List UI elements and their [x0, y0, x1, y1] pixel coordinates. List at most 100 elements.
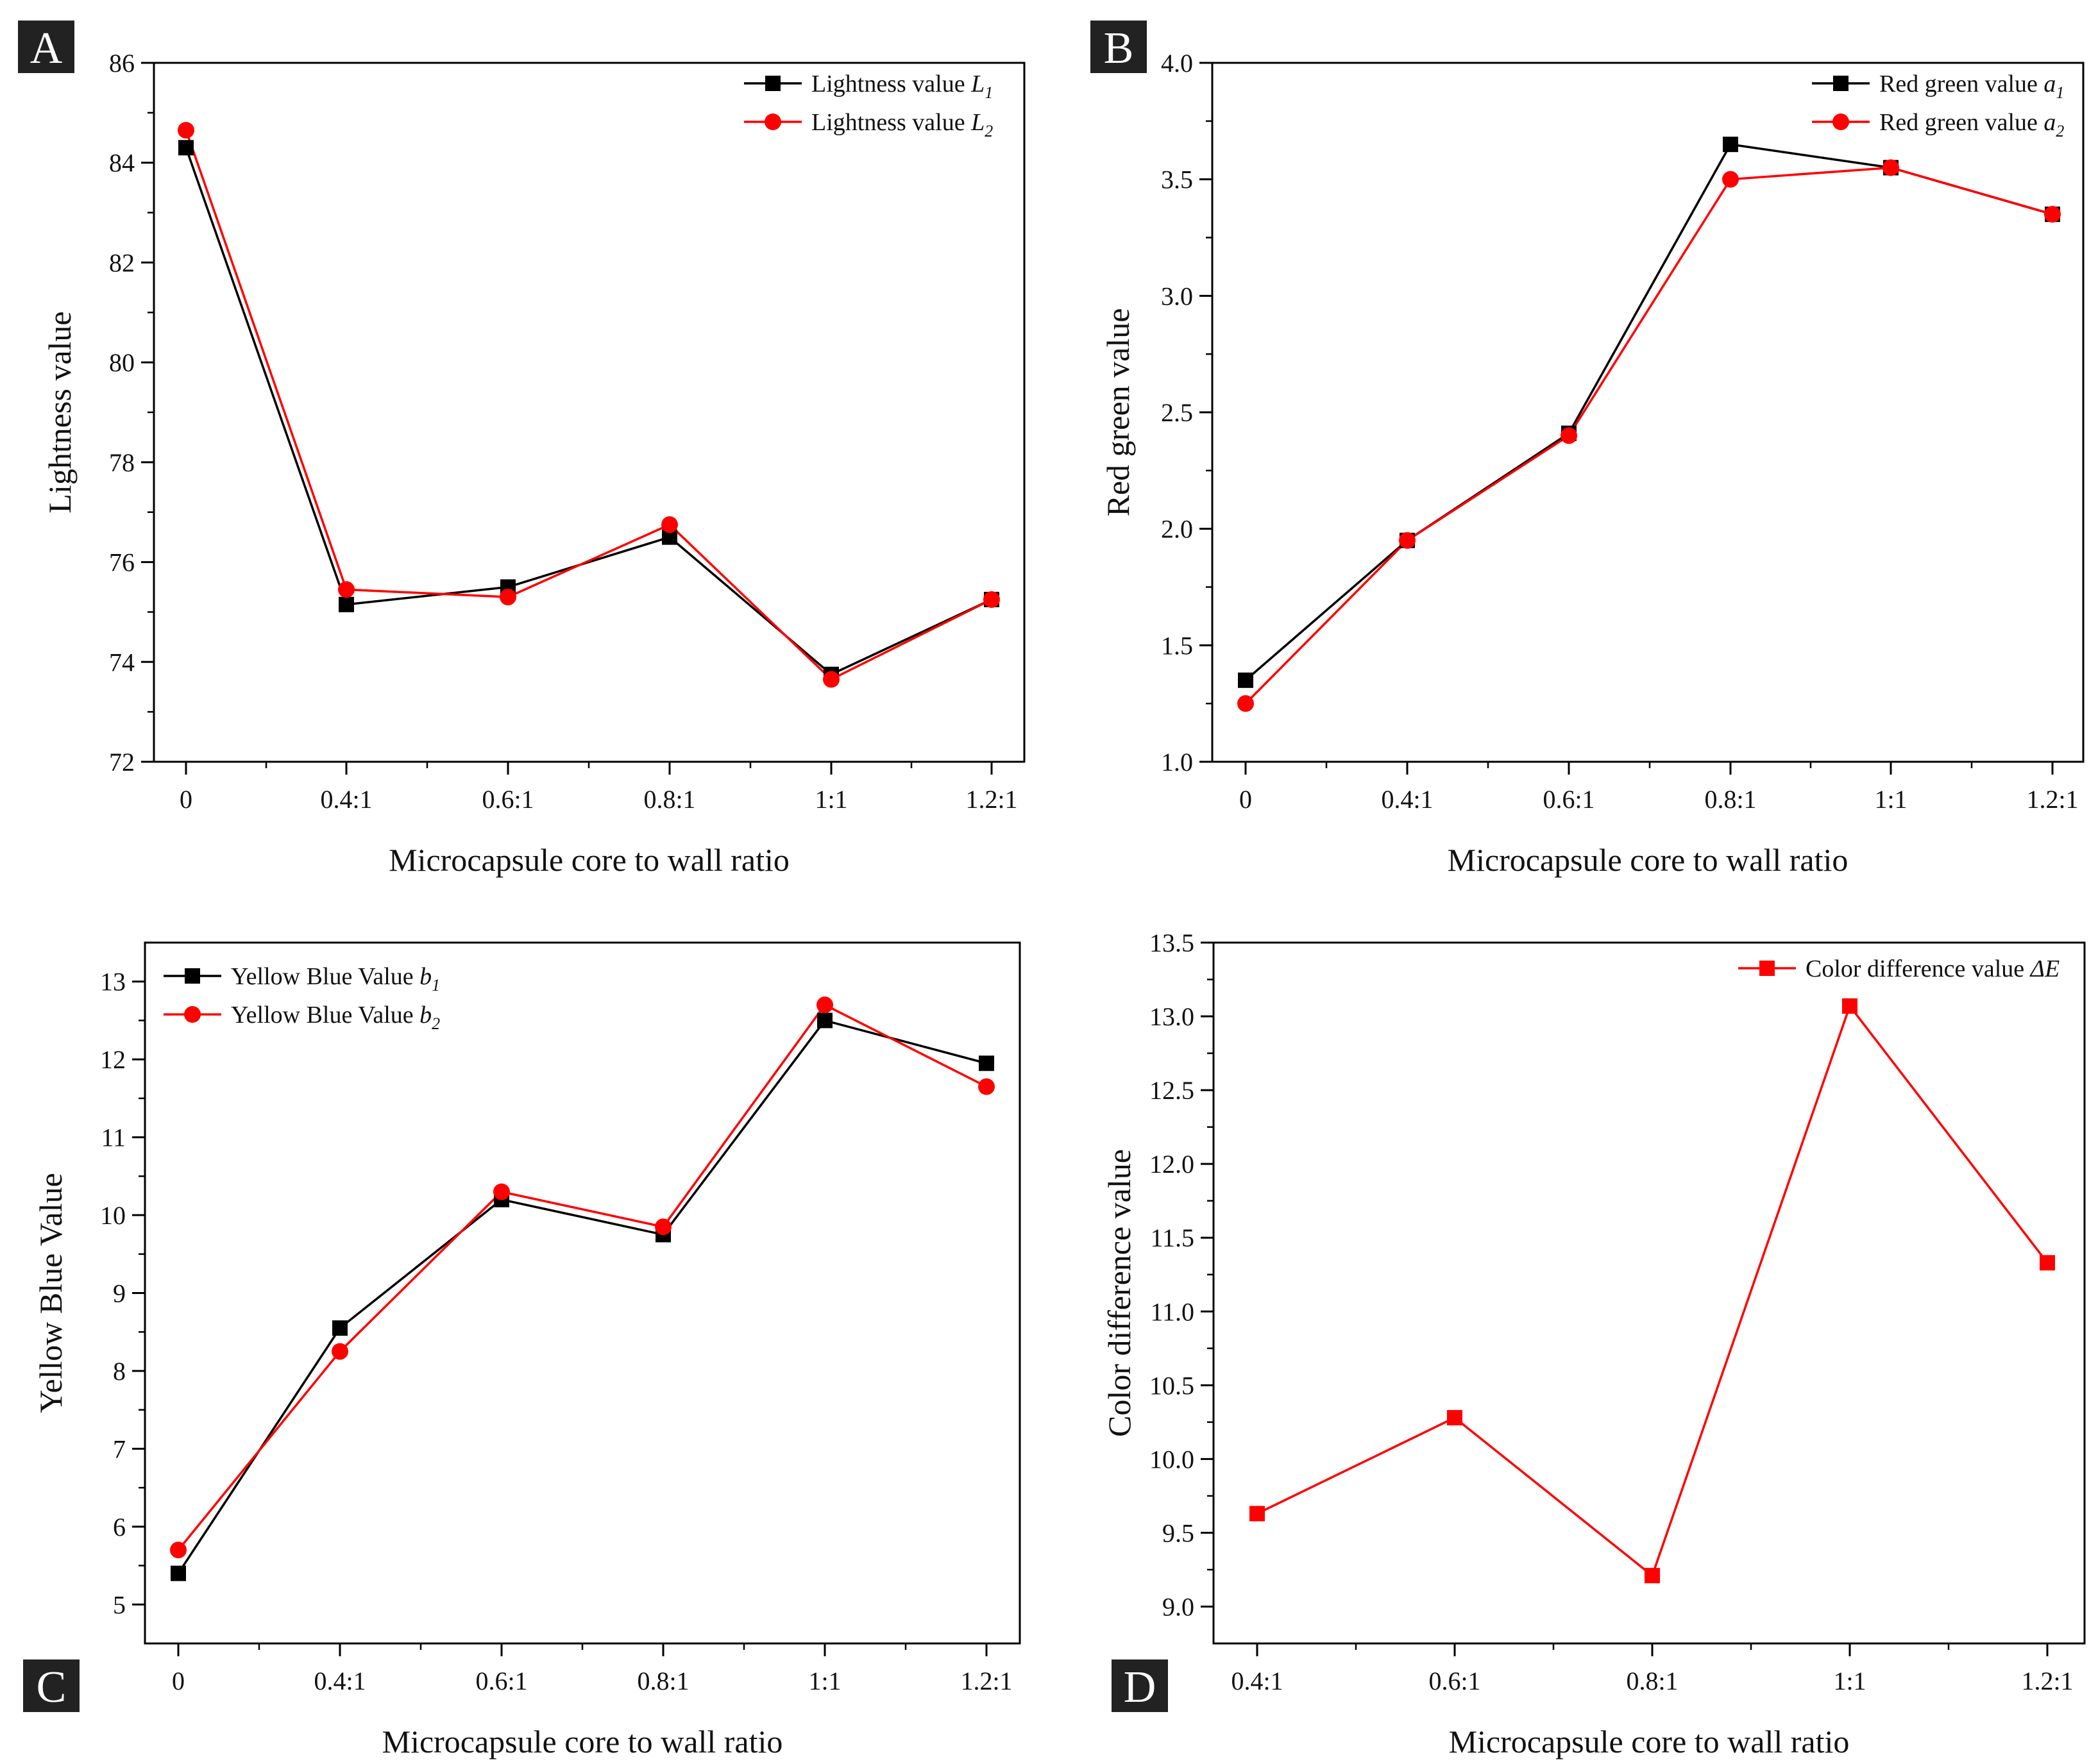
legend: Lightness value L1 Lightness value L2 — [744, 71, 993, 140]
y-tick-label: 76 — [109, 548, 135, 577]
y-tick-label: 3.0 — [1161, 281, 1193, 310]
data-point-circle — [983, 591, 1000, 608]
y-tick-label: 4.0 — [1161, 49, 1193, 78]
y-axis-label: Yellow Blue Value — [33, 1173, 69, 1413]
chart-panel-a: 72 74 76 78 80 82 84 86 0 0.4:1 0.6:1 0.8:1 1:1 1.2:1… — [18, 21, 1026, 878]
series-line — [1244, 166, 2053, 705]
data-point-circle — [2044, 206, 2061, 223]
data-point-circle — [661, 516, 678, 533]
y-tick-label: 74 — [109, 648, 135, 676]
y-tick-label: 9 — [113, 1279, 126, 1308]
y-tick-label: 2.0 — [1161, 515, 1193, 544]
y-tick-label: 78 — [109, 448, 135, 477]
panel-label: D — [1112, 1659, 1168, 1712]
data-point-square — [1842, 998, 1857, 1014]
data-point-circle — [1722, 171, 1739, 188]
legend: Red green value a1 Red green value a2 — [1812, 71, 2064, 140]
data-point-square — [1238, 672, 1253, 688]
x-axis-label: Microcapsule core to wall ratio — [1448, 842, 1848, 878]
data-point-circle — [978, 1078, 995, 1095]
chart-panel-c: 5 6 7 8 9 10 11 12 13 0 0.4:1 0.6:1 0.8:1 1:1 1.2:1 Mic… — [23, 941, 1021, 1760]
legend-marker-circle — [184, 1006, 201, 1023]
y-axis-label: Red green value — [1100, 308, 1136, 517]
x-tick-label: 0.8:1 — [643, 785, 695, 814]
data-point-square — [1645, 1568, 1660, 1584]
legend-marker-circle — [765, 113, 781, 130]
y-tick-label: 11.5 — [1150, 1223, 1194, 1252]
y-tick-label: 3.5 — [1161, 165, 1193, 194]
panel-label: A — [18, 21, 74, 73]
y-tick-label: 2.5 — [1161, 398, 1193, 427]
data-point-circle — [332, 1343, 348, 1360]
legend-entry-label: Red green value a1 — [1879, 71, 2064, 102]
x-tick-label: 1.2:1 — [2021, 1667, 2073, 1695]
legend-marker-square — [185, 968, 200, 984]
data-point-circle — [1882, 159, 1899, 176]
panel-label-box — [23, 1659, 80, 1712]
legend-entry-label: Lightness value L2 — [811, 109, 993, 140]
x-tick-label: 1.2:1 — [960, 1667, 1012, 1695]
y-tick-label: 72 — [109, 748, 135, 777]
x-tick-label: 0.6:1 — [475, 1667, 527, 1695]
data-point-circle — [1237, 695, 1254, 712]
y-tick-label: 9.0 — [1162, 1592, 1194, 1621]
data-point-square — [817, 1012, 833, 1029]
data-point-square — [2040, 1255, 2055, 1271]
y-tick-label: 12.5 — [1149, 1076, 1194, 1105]
series-line — [185, 147, 992, 676]
y-tick-label: 10.0 — [1149, 1445, 1194, 1474]
legend-marker-square — [765, 76, 781, 91]
x-tick-label: 0 — [1239, 785, 1252, 814]
panel-label-text: D — [1124, 1663, 1156, 1712]
x-tick-label: 1:1 — [808, 1667, 841, 1695]
panel-label-box — [1090, 21, 1147, 73]
panel-label-text: C — [37, 1663, 67, 1712]
data-point-square — [171, 1565, 186, 1581]
x-tick-label: 0.8:1 — [637, 1667, 689, 1695]
data-point-circle — [1399, 532, 1416, 549]
x-tick-label: 1.2:1 — [965, 785, 1017, 814]
x-tick-label: 0 — [180, 785, 192, 814]
x-tick-label: 1:1 — [1874, 785, 1907, 814]
chart-panel-b: 1.0 1.5 2.0 2.5 3.0 3.5 4.0 0 0.4:1 0.6:1 0.8:1 1:1… — [1090, 21, 2085, 878]
x-tick-label: 1.2:1 — [2026, 785, 2078, 814]
data-point-square — [339, 596, 354, 612]
legend-entry-label: Yellow Blue Value b1 — [231, 963, 440, 995]
data-point-circle — [655, 1218, 672, 1236]
data-point-circle — [493, 1183, 510, 1200]
y-tick-label: 1.5 — [1161, 631, 1193, 660]
y-tick-label: 13.5 — [1149, 928, 1194, 957]
y-tick-label: 12.0 — [1149, 1150, 1194, 1179]
panel-label: C — [23, 1659, 80, 1712]
legend: Yellow Blue Value b1 Yellow Blue Value b2 — [164, 963, 440, 1033]
series-line — [185, 130, 992, 681]
data-point-circle — [338, 581, 355, 598]
y-tick-label: 6 — [113, 1513, 126, 1541]
legend: Color difference value ΔE — [1738, 955, 2060, 982]
y-tick-label: 9.5 — [1162, 1518, 1194, 1547]
data-point-circle — [823, 671, 840, 688]
y-tick-label: 80 — [109, 348, 135, 377]
y-tick-label: 13.0 — [1149, 1002, 1194, 1031]
panel-label-box — [18, 21, 74, 73]
data-point-circle — [816, 996, 833, 1014]
panel-label-text: A — [30, 24, 63, 73]
legend-marker-circle — [1832, 113, 1849, 130]
x-tick-label: 0.6:1 — [1428, 1667, 1480, 1695]
y-tick-label: 13 — [100, 968, 126, 996]
x-axis-label: Microcapsule core to wall ratio — [382, 1724, 783, 1760]
x-tick-label: 0.8:1 — [1704, 785, 1756, 814]
data-point-circle — [1561, 427, 1577, 444]
x-tick-label: 0.4:1 — [1231, 1667, 1283, 1695]
legend-entry-label: Yellow Blue Value b2 — [231, 1002, 440, 1033]
legend-marker-square — [1759, 961, 1775, 976]
y-tick-label: 10.5 — [1149, 1371, 1194, 1400]
y-tick-label: 86 — [109, 49, 135, 78]
x-tick-label: 0.4:1 — [320, 785, 372, 814]
y-tick-label: 10 — [100, 1201, 126, 1230]
y-tick-label: 82 — [109, 248, 135, 277]
y-tick-label: 12 — [100, 1045, 126, 1074]
y-tick-label: 1.0 — [1161, 748, 1193, 777]
